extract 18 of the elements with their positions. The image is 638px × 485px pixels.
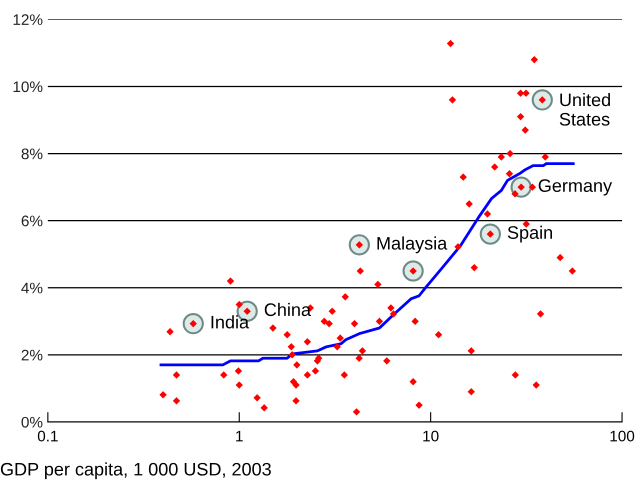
x-tick-label: 100 [610, 430, 634, 442]
annotation: China [264, 302, 312, 316]
annotation: Germany [538, 179, 612, 196]
x-axis-title: GDP per capita, 1 000 USD, 2003 [0, 462, 271, 480]
x-tick-label: 1 [236, 430, 243, 442]
y-tick-label: 10% [14, 81, 42, 92]
y-tick-label: 8% [22, 148, 42, 160]
annotation: United States [560, 92, 610, 126]
y-tick-label: 2% [22, 350, 42, 360]
annotation: Spain [508, 226, 552, 243]
y-tick-label: 0% [22, 416, 42, 428]
x-tick-label: 0.1 [38, 430, 58, 442]
annotation: India [212, 315, 250, 329]
y-tick-label: 4% [21, 282, 42, 294]
y-tick-label: 12% [14, 14, 42, 26]
x-tick-label: 10 [423, 430, 439, 442]
annotation: Malaysia [377, 236, 448, 254]
y-tick-label: 6% [22, 216, 42, 226]
